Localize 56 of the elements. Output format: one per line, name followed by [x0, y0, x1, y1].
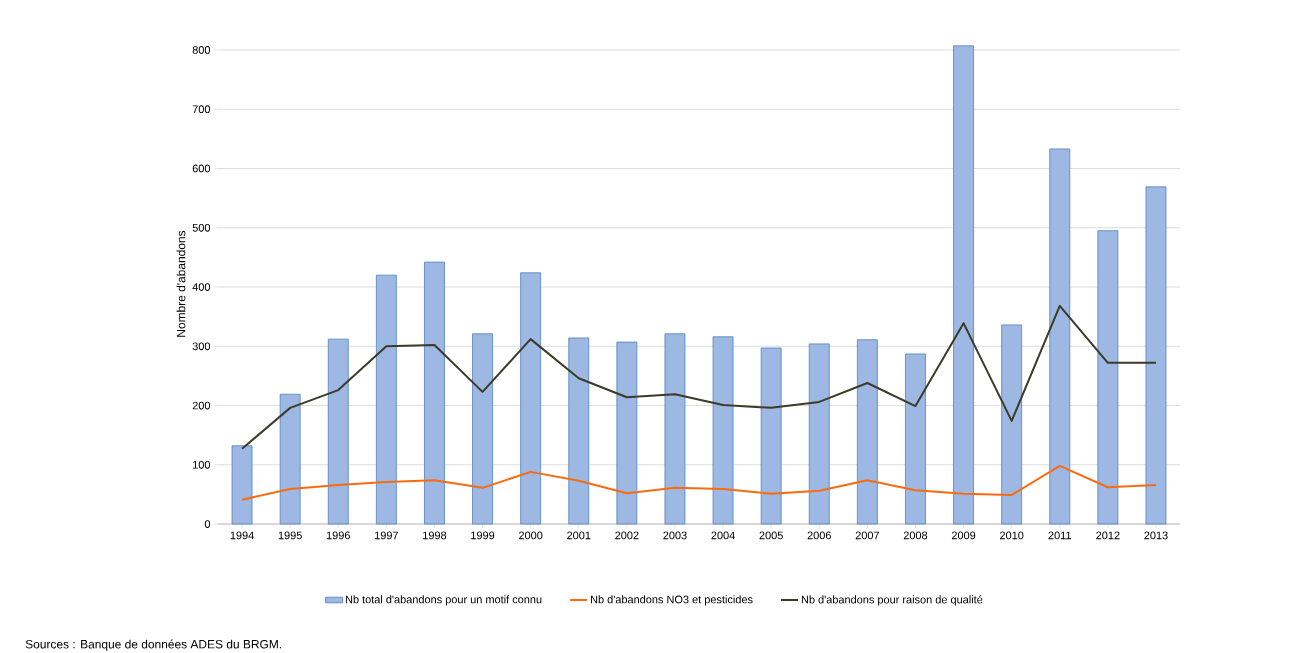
- bar: [279, 393, 301, 525]
- y-tick-label: 100: [193, 460, 211, 469]
- source-note: Sources : Banque de données ADES du BRGM.: [25, 639, 282, 651]
- x-tick-label: 2001: [567, 531, 591, 540]
- x-tick-label: 2006: [807, 531, 831, 540]
- x-tick-label: 2005: [759, 531, 783, 540]
- x-tick-label: 2007: [855, 531, 879, 540]
- legend-label: Nb total d'abandons pour un motif connu: [345, 595, 542, 606]
- x-tick-label: 2009: [951, 531, 976, 540]
- bar: [856, 339, 878, 525]
- y-tick-label: 0: [204, 520, 211, 528]
- bar: [808, 343, 830, 525]
- bar: [760, 347, 782, 525]
- x-tick-label: 1999: [471, 531, 495, 540]
- line-series: [241, 464, 1157, 501]
- x-tick-label: 2000: [519, 531, 543, 540]
- y-tick-label: 300: [192, 342, 211, 351]
- line-series: [241, 304, 1157, 450]
- legend-label: Nb d'abandons NO3 et pesticides: [591, 595, 753, 606]
- x-tick-label: 1995: [278, 531, 302, 540]
- x-tick-label: 2002: [615, 531, 639, 540]
- x-tick-label: 2010: [1000, 531, 1024, 540]
- x-tick-label: 1997: [374, 531, 398, 540]
- x-tick-label: 2003: [663, 531, 687, 540]
- bar: [712, 336, 734, 525]
- bar: [953, 45, 974, 525]
- x-tick-label: 1996: [326, 531, 350, 540]
- x-tick-label: 2013: [1144, 531, 1168, 540]
- x-tick-label: 2012: [1096, 531, 1120, 540]
- y-tick-label: 400: [192, 283, 211, 291]
- bar: [520, 272, 542, 525]
- y-axis-title: Nombre d'abandons: [176, 230, 186, 337]
- y-tick-label: 500: [192, 223, 211, 232]
- bar: [1145, 186, 1167, 525]
- x-tick-label: 2011: [1048, 531, 1072, 540]
- x-tick-label: 2004: [711, 531, 735, 540]
- x-tick-label: 1998: [423, 531, 447, 540]
- bar: [327, 338, 349, 525]
- bar: [375, 274, 397, 525]
- y-tick-label: 700: [192, 105, 211, 114]
- bar: [1097, 230, 1119, 525]
- bar: [905, 353, 926, 525]
- x-tick-label: 2008: [903, 531, 928, 540]
- bar: [1001, 324, 1023, 525]
- y-tick-label: 600: [192, 164, 211, 173]
- bar: [616, 341, 638, 525]
- legend-label: Nb d'abandons pour raison de qualité: [801, 595, 983, 606]
- bar: [664, 333, 686, 525]
- bar: [424, 261, 445, 525]
- bar: [568, 337, 590, 525]
- y-tick-label: 800: [192, 46, 211, 54]
- y-tick-label: 200: [192, 401, 211, 410]
- bar: [472, 333, 493, 525]
- bar: [1049, 148, 1071, 525]
- bar: [231, 445, 253, 525]
- x-tick-label: 1994: [230, 531, 254, 540]
